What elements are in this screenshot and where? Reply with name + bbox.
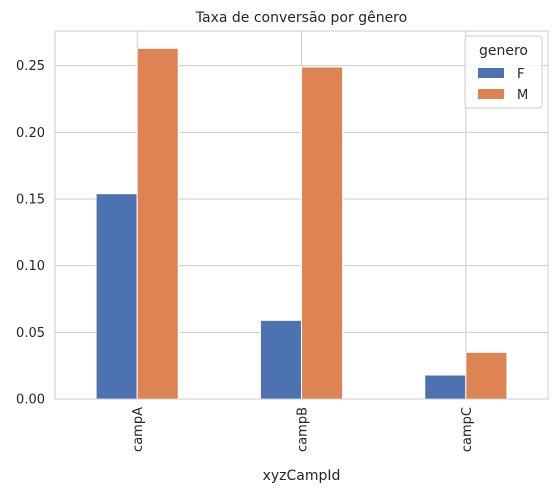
bar-F-campC — [424, 374, 467, 400]
x-axis-title: xyzCampId — [263, 468, 341, 484]
chart-title: Taxa de conversão por gênero — [195, 10, 407, 26]
x-tick-label: campC — [460, 407, 475, 452]
legend-swatch-M — [478, 89, 504, 99]
x-tick-label: campA — [131, 407, 146, 452]
y-tick-label: 0.15 — [16, 193, 45, 208]
x-tick-label: campB — [296, 407, 311, 452]
bar-F-campA — [95, 193, 138, 400]
bar-M-campC — [465, 351, 508, 400]
y-tick-label: 0.05 — [16, 326, 45, 341]
legend-label-F: F — [517, 67, 524, 82]
y-tick-labels: 0.00 0.05 0.10 0.15 0.20 0.25 — [16, 59, 45, 407]
y-tick-label: 0.25 — [16, 59, 45, 74]
legend-label-M: M — [517, 88, 528, 103]
legend-swatch-F — [478, 68, 504, 78]
x-tick-labels: campA campB campC — [131, 407, 475, 452]
bars — [95, 47, 508, 400]
legend: genero FM — [464, 35, 543, 109]
bar-M-campA — [136, 47, 179, 400]
legend-items: FM — [478, 67, 528, 103]
y-tick-label: 0.20 — [16, 126, 45, 141]
y-tick-label: 0.00 — [16, 393, 45, 408]
bar-M-campB — [301, 66, 344, 400]
legend-title: genero — [479, 43, 528, 59]
bar-F-campB — [259, 319, 302, 400]
y-tick-label: 0.10 — [16, 259, 45, 274]
plot-frame — [54, 30, 549, 400]
